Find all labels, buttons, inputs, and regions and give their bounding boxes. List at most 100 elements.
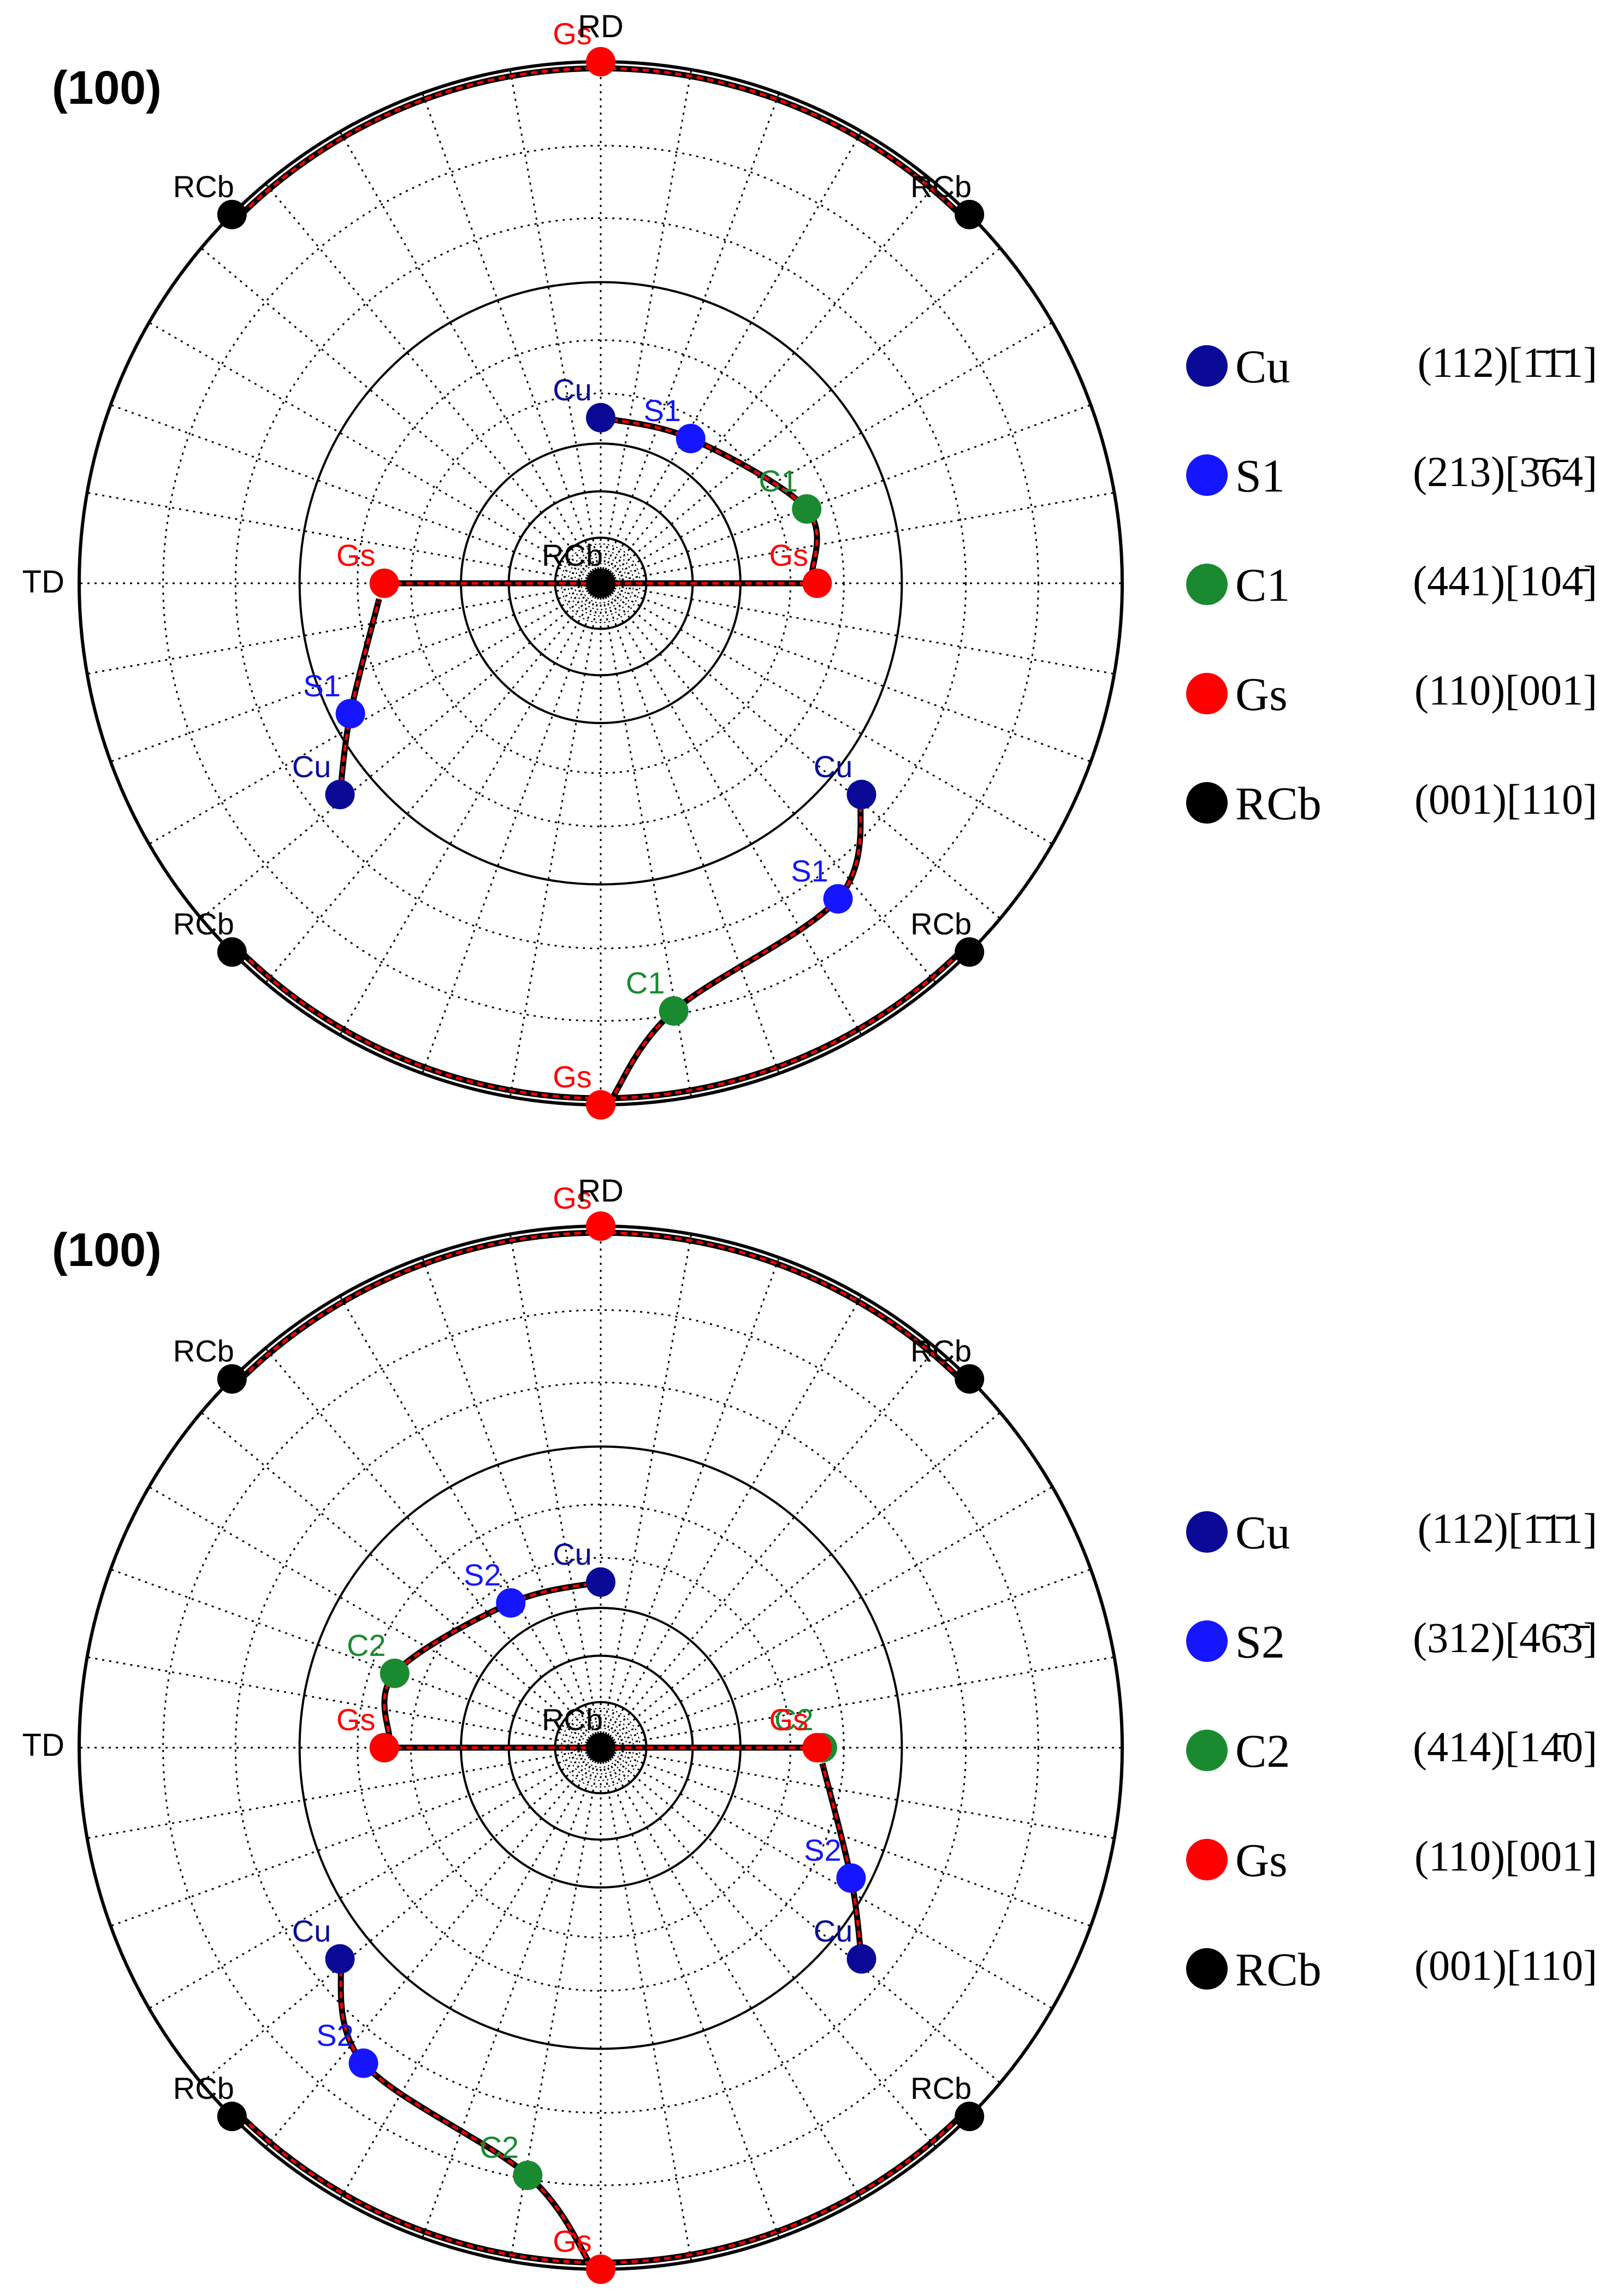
point-label-cu: Cu [814, 1914, 853, 1948]
grid-spoke [600, 1747, 1115, 1839]
grid-spoke [600, 404, 1091, 584]
point-gs [586, 1211, 615, 1241]
legend-marker-gs [1186, 1839, 1228, 1880]
grid-spoke [509, 583, 602, 1097]
grid-spoke [149, 1747, 601, 2009]
grid-spoke [264, 183, 602, 584]
point-gs [586, 2254, 615, 2284]
grid-spoke [600, 492, 1115, 584]
legend-name: C1 [1235, 559, 1290, 611]
grid-spoke [110, 1568, 601, 1749]
grid-spoke [600, 1747, 1091, 1927]
point-cu [586, 1567, 615, 1597]
point-c1 [792, 494, 822, 524]
rotation-path-overlay [609, 940, 973, 1100]
point-label-c1: C1 [759, 464, 798, 498]
grid-spoke [600, 1411, 1001, 1749]
point-cu [325, 779, 355, 809]
grid-spoke [600, 69, 692, 584]
point-label-rcb: RCb [173, 169, 234, 204]
point-label-gs: Gs [553, 1060, 592, 1094]
point-rcb [955, 2102, 985, 2132]
grid-spoke [509, 1234, 602, 1748]
grid-circle [234, 217, 967, 950]
grid-spoke [600, 582, 1053, 845]
grid-spoke [339, 1295, 602, 1748]
point-label-gs: Gs [336, 538, 376, 572]
grid-spoke [600, 1747, 1053, 2009]
legend-indices: (441)[104̄] [1413, 557, 1597, 605]
grid-spoke [600, 1747, 692, 2262]
grid-spoke [600, 1295, 862, 1748]
point-label-gs: Gs [336, 1702, 376, 1737]
grid-spoke [149, 582, 601, 845]
axis-label-td: TD [22, 1727, 64, 1763]
grid-circle [162, 1309, 1039, 2186]
grid-spoke [149, 1486, 601, 1749]
legend-marker-rcb [1186, 1948, 1228, 1990]
grid-spoke [149, 322, 601, 584]
point-rcb [955, 1364, 985, 1394]
point-s1 [335, 699, 365, 729]
point-c2 [380, 1658, 410, 1688]
point-s2 [496, 1588, 526, 1618]
rotation-path-overlay [609, 2104, 973, 2264]
grid-spoke [421, 1747, 602, 2238]
grid-circle [357, 1504, 845, 1992]
point-label-s2: S2 [804, 1833, 842, 1867]
grid-spoke [87, 582, 601, 675]
legend-marker-c2 [1186, 1730, 1228, 1771]
grid-circle [162, 145, 1039, 1022]
legend-marker-gs [1186, 673, 1228, 714]
legend-indices: (414)[14̄0] [1413, 1723, 1597, 1771]
point-label-rcb: RCb [910, 169, 972, 204]
grid-spoke [339, 131, 602, 584]
point-gs [586, 1090, 615, 1120]
rotation-path-overlay [229, 940, 592, 1100]
point-rcb [955, 937, 985, 967]
grid-circle [234, 1381, 967, 2114]
point-c2 [513, 2161, 543, 2191]
point-label-rcb: RCb [910, 2071, 972, 2105]
legend: Cu (112)[1̄1̄1] S2 (312)[46̄3̄] C2 (414)[14̄0… [1186, 1505, 1597, 1996]
point-label-gs: Gs [553, 16, 592, 51]
grid-spoke [264, 583, 602, 984]
rotation-path-overlay [229, 67, 592, 227]
point-label-c2: C2 [347, 1628, 386, 1662]
grid-spoke [200, 247, 601, 584]
grid-circle [298, 281, 903, 886]
point-s1 [676, 423, 706, 453]
point-label-rcb: RCb [173, 1334, 234, 1368]
legend-marker-cu [1186, 345, 1228, 387]
rotation-path [609, 2103, 974, 2266]
grid-spoke [600, 1747, 937, 2148]
grid-spoke [87, 1656, 601, 1749]
grid-spoke [421, 93, 602, 584]
point-label-gs: Gs [769, 1702, 809, 1737]
rotation-path-overlay [229, 2104, 592, 2264]
grid-spoke [600, 1568, 1091, 1749]
grid-spoke [600, 1747, 1001, 2084]
point-rcb [586, 1733, 615, 1762]
legend-marker-cu [1186, 1511, 1228, 1553]
legend-indices: (110)[001] [1414, 1832, 1597, 1880]
grid-spoke [600, 583, 862, 1035]
grid-spoke [600, 247, 1001, 584]
legend-indices: (110)[001] [1414, 666, 1597, 714]
point-label-rcb: RCb [542, 1702, 603, 1737]
grid-spoke [200, 1747, 601, 2084]
legend-marker-s2 [1186, 1620, 1228, 1662]
orientation-points: Cu S1 C1 Gs Gs S1 Cu Cu S1 C1 Gs Gs RCb RCb RCb RCb RCb [173, 16, 985, 1120]
legend-name: Cu [1235, 1506, 1290, 1559]
grid-spoke [600, 582, 1001, 920]
point-label-cu: Cu [814, 749, 853, 784]
grid-spoke [600, 583, 937, 984]
rotation-path-overlay [609, 67, 973, 227]
point-label-s1: S1 [643, 393, 681, 428]
point-label-c2: C2 [774, 1702, 814, 1737]
grid-spoke [421, 583, 602, 1074]
legend-marker-rcb [1186, 782, 1228, 824]
rotation-path-overlay [339, 1958, 591, 2264]
